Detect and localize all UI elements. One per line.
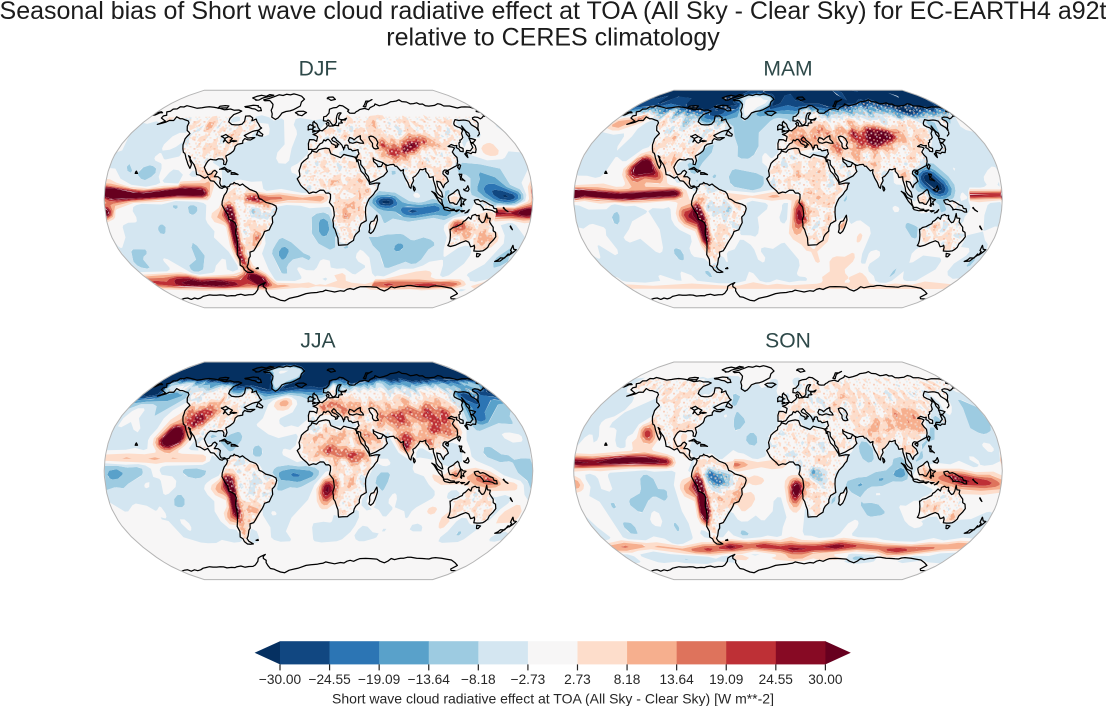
svg-text:24.55: 24.55 — [759, 672, 794, 687]
svg-text:MAM: MAM — [763, 58, 812, 81]
svg-text:2.73: 2.73 — [564, 672, 591, 687]
svg-text:19.09: 19.09 — [709, 672, 743, 687]
svg-text:13.64: 13.64 — [660, 672, 695, 687]
svg-text:−19.09: −19.09 — [358, 672, 400, 687]
svg-text:−2.73: −2.73 — [511, 672, 546, 687]
svg-text:DJF: DJF — [299, 58, 338, 81]
svg-text:Short wave cloud radiative eff: Short wave cloud radiative effect at TOA… — [332, 691, 774, 706]
svg-text:relative to CERES climatology: relative to CERES climatology — [386, 24, 720, 52]
svg-text:8.18: 8.18 — [614, 672, 641, 687]
svg-text:−8.18: −8.18 — [461, 672, 496, 687]
svg-text:−13.64: −13.64 — [408, 672, 451, 687]
svg-text:−30.00: −30.00 — [259, 672, 302, 687]
svg-text:JJA: JJA — [300, 329, 336, 352]
svg-text:Seasonal bias of Short wave cl: Seasonal bias of Short wave cloud radiat… — [0, 0, 1106, 25]
svg-text:30.00: 30.00 — [808, 672, 843, 687]
svg-text:−24.55: −24.55 — [308, 672, 351, 687]
svg-text:SON: SON — [765, 329, 811, 352]
